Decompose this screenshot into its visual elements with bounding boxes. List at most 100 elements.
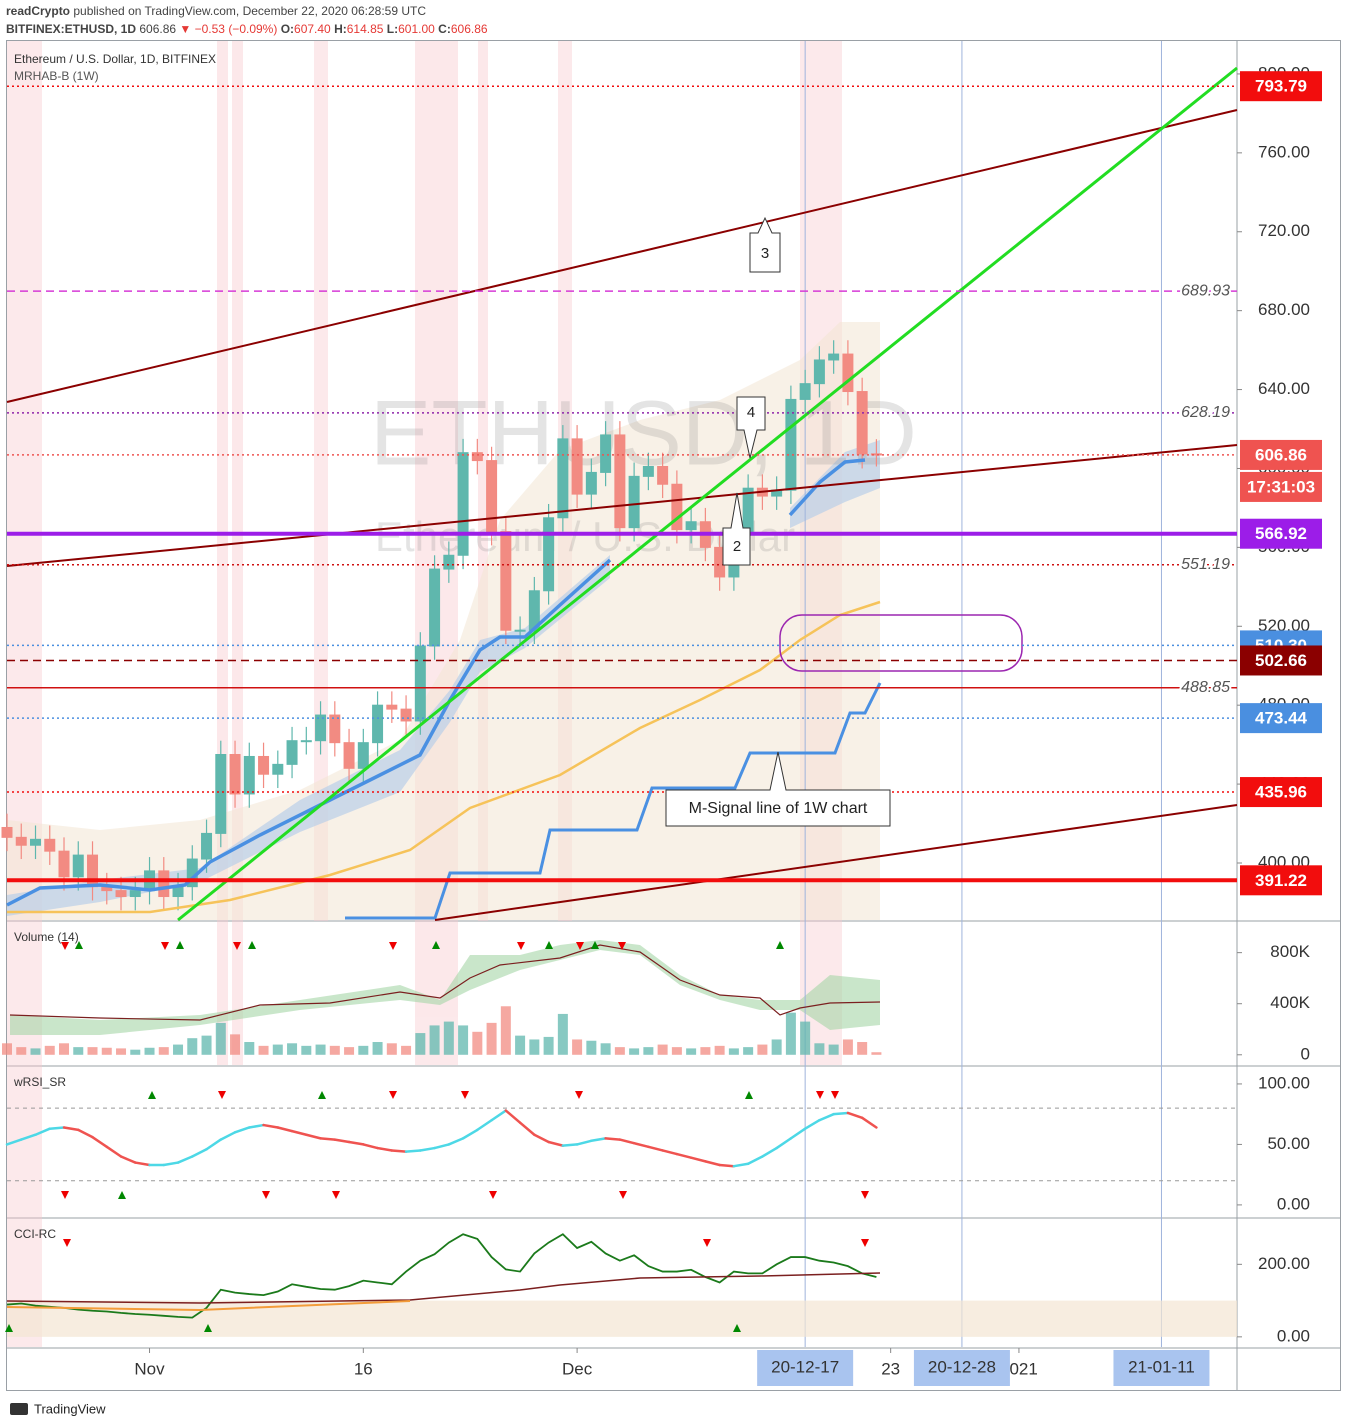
signal-arrow [861,1191,869,1199]
signal-arrow [776,941,784,949]
level-label-box [1240,645,1322,676]
signal-arrow [619,1191,627,1199]
candle-body [685,521,697,531]
level-label: 551.19 [1181,556,1230,573]
signal-arrow [517,942,525,950]
indicator-segment [818,1112,835,1122]
level-label: 606.86 [1255,445,1307,464]
published-line: readCrypto published on TradingView.com,… [6,4,426,18]
indicator-segment [176,1155,194,1164]
footer: TradingView [10,1401,106,1416]
ohlc-value: 601.00 [398,22,435,36]
volume-bar [557,1013,568,1055]
signal-band [478,41,488,921]
candle-body [543,517,555,592]
volume-bar [743,1047,754,1055]
volume-bar [500,1006,511,1055]
x-tick-label: Dec [562,1359,593,1378]
moving-average [788,458,866,517]
volume-bar [87,1047,98,1055]
indicator-segment [575,1139,593,1146]
volume-bar [244,1042,255,1055]
indicator-segment [461,1128,479,1140]
signal-arrow [61,1191,69,1199]
indicator-segment [20,1133,37,1141]
indicator-segment [290,1129,308,1136]
level-label-box [1240,777,1322,808]
candle-body [742,487,754,533]
x-tick-label: Nov [134,1359,165,1378]
date-highlight-label: 20-12-28 [928,1357,996,1376]
candle-body [315,714,327,742]
volume-bar [486,1022,497,1055]
candle-body [372,704,384,744]
indicator-segment [647,1145,664,1152]
volume-bar [230,1034,241,1055]
indicator-segment [732,1162,750,1168]
published: published on TradingView.com, December 2… [73,4,426,18]
level-label: 689.93 [1181,282,1230,299]
callout-text: 2 [733,538,741,555]
date-highlight [1113,1350,1210,1386]
volume-bar [258,1045,269,1055]
candle-body [357,742,369,769]
candle-body [628,475,640,529]
moving-average [6,558,612,907]
indicator-segment [262,1123,280,1129]
level-label: 488.85 [1181,679,1230,696]
volume-bar [415,1033,426,1055]
ohlc-key: C: [438,22,451,36]
pane-title: Volume (14) [14,930,79,944]
indicator-segment [447,1137,465,1146]
indicator-segment [362,1143,379,1150]
indicator-segment [590,1137,607,1143]
candle-body [813,359,825,385]
volume-bar [401,1045,412,1055]
volume-bar [315,1044,326,1055]
volume-bar [158,1047,169,1055]
volume-bar [800,1021,811,1055]
candle-body [842,353,854,393]
signal-arrow [332,1191,340,1199]
candle-body [486,460,498,533]
indicator-segment [675,1152,693,1159]
volume-bar [116,1048,127,1055]
indicator-segment [746,1155,764,1166]
y-tick-label: 720.00 [1258,221,1310,240]
indicator-segment [547,1140,565,1147]
signal-arrow [816,1091,824,1099]
indicator-segment [319,1137,337,1141]
callout-box [736,396,766,459]
date-highlight-label: 20-12-17 [771,1357,839,1376]
y-tick-label: 0.00 [1277,1194,1310,1213]
volume-bar [700,1047,711,1055]
volume-bar [643,1047,654,1055]
volume-bar [329,1045,340,1055]
signal-arrow [118,1191,126,1199]
indicator-segment [661,1149,679,1156]
candle-body [671,483,683,531]
volume-bar [429,1025,440,1055]
y-tick-label: 760.00 [1258,142,1310,161]
volume-bar [215,1022,226,1055]
indicator-segment [618,1138,636,1145]
last-price: 606.86 [139,22,176,36]
volume-bar [386,1043,397,1055]
signal-arrow [461,1091,469,1099]
indicator-segment [419,1146,436,1152]
indicator-segment [48,1126,66,1130]
y-tick-label: 800K [1270,942,1310,961]
level-layer: Ethereum / U.S. Dollar, 1D, BITFINEX MRHA… [5,52,1322,1386]
cci-signal [6,1272,881,1304]
indicator-segment [62,1126,80,1132]
callout-text: 3 [761,245,769,262]
indicator-segment [390,1149,408,1153]
volume-bar [714,1045,725,1055]
candle-body [115,890,127,898]
trend-line [6,444,1238,567]
callout-text: M-Signal line of 1W chart [689,800,868,817]
countdown-box [1240,471,1322,502]
signal-arrow [831,1091,839,1099]
y-tick-label: 0 [1301,1044,1310,1063]
callout-box [749,216,781,273]
